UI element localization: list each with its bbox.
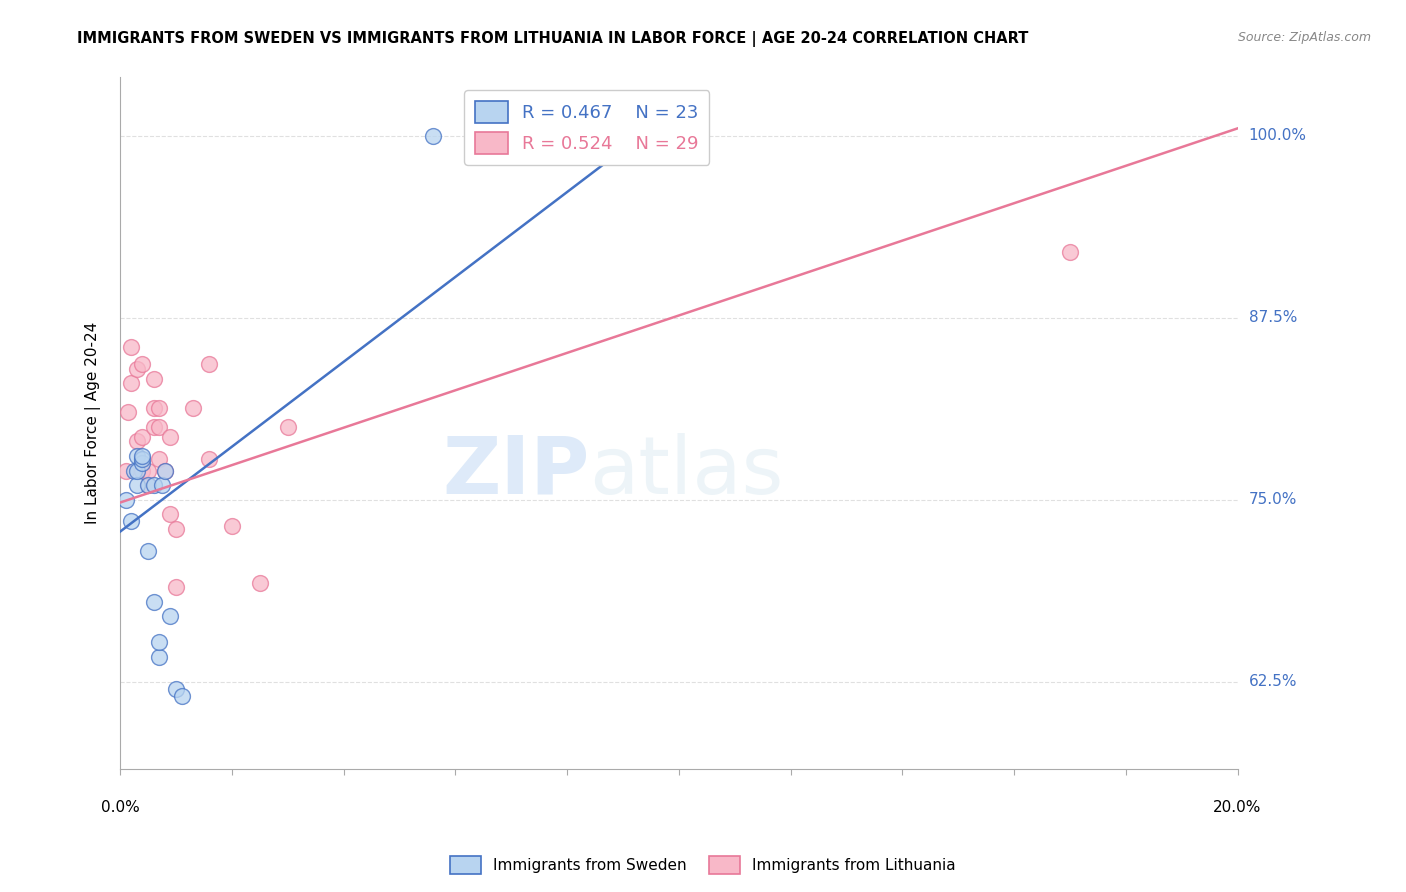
Point [142,372,165,386]
Point [249,575,271,590]
Point [159,609,181,624]
Point [142,401,165,415]
Point [125,361,148,376]
Text: 20.0%: 20.0% [1213,799,1261,814]
Point [422,128,444,143]
Point [159,507,181,521]
Point [640,128,662,143]
Text: 62.5%: 62.5% [1249,674,1298,690]
Text: 100.0%: 100.0% [1249,128,1306,144]
Point [165,580,187,594]
Point [125,449,148,463]
Point [125,464,148,478]
Text: atlas: atlas [589,433,783,510]
Point [148,420,170,434]
Point [277,420,299,434]
Point [136,543,159,558]
Point [148,451,170,466]
Point [114,492,136,507]
Point [131,430,153,444]
Point [198,451,221,466]
Legend: Immigrants from Sweden, Immigrants from Lithuania: Immigrants from Sweden, Immigrants from … [444,850,962,880]
Point [148,649,170,664]
Point [198,357,221,371]
Y-axis label: In Labor Force | Age 20-24: In Labor Force | Age 20-24 [86,322,101,524]
Text: 0.0%: 0.0% [101,799,139,814]
Text: 75.0%: 75.0% [1249,492,1296,508]
Point [131,451,153,466]
Point [142,478,165,492]
Point [153,464,176,478]
Point [148,635,170,649]
Point [125,478,148,492]
Point [472,128,495,143]
Point [136,478,159,492]
Legend: R = 0.467    N = 23, R = 0.524    N = 29: R = 0.467 N = 23, R = 0.524 N = 29 [464,90,710,165]
Point [131,357,153,371]
Point [148,401,170,415]
Point [120,376,142,391]
Point [165,522,187,536]
Point [131,449,153,463]
Point [131,464,153,478]
Point [150,478,173,492]
Point [122,464,145,478]
Text: IMMIGRANTS FROM SWEDEN VS IMMIGRANTS FROM LITHUANIA IN LABOR FORCE | AGE 20-24 C: IMMIGRANTS FROM SWEDEN VS IMMIGRANTS FRO… [77,31,1029,47]
Point [142,594,165,608]
Text: Source: ZipAtlas.com: Source: ZipAtlas.com [1237,31,1371,45]
Point [165,681,187,696]
Point [142,420,165,434]
Point [136,464,159,478]
Point [120,340,142,354]
Point [170,690,193,704]
Point [159,430,181,444]
Point [221,519,243,533]
Point [136,478,159,492]
Point [1059,245,1081,260]
Point [153,464,176,478]
Point [120,515,142,529]
Point [181,401,204,415]
Text: ZIP: ZIP [441,433,589,510]
Point [131,456,153,470]
Point [114,464,136,478]
Point [117,405,139,419]
Point [125,434,148,449]
Text: 87.5%: 87.5% [1249,310,1296,326]
